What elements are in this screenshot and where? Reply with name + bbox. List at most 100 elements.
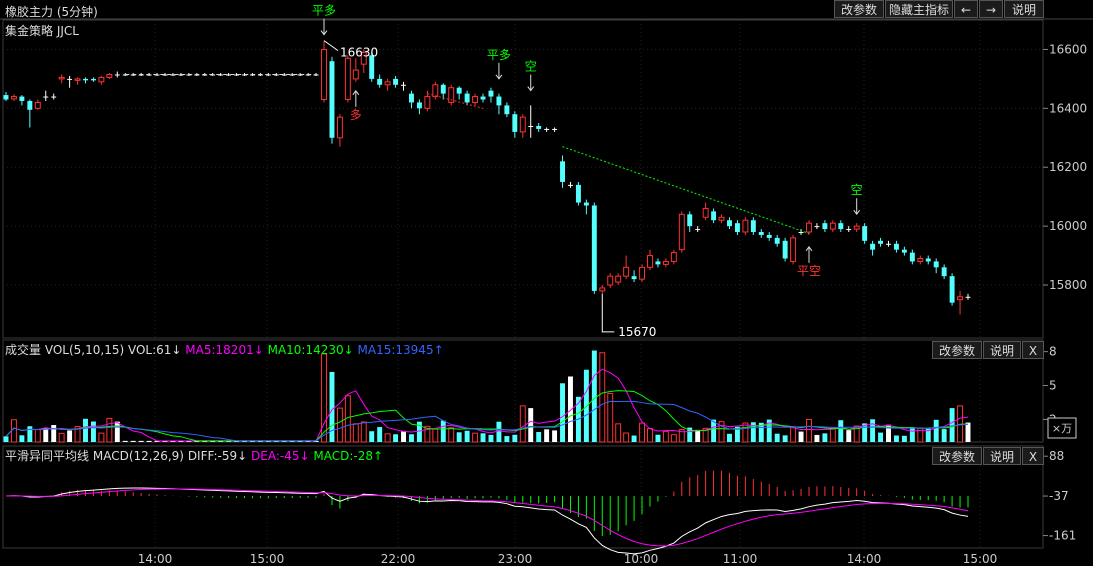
candle bbox=[615, 273, 622, 285]
volume-bar bbox=[695, 429, 701, 442]
candle-body bbox=[401, 84, 406, 86]
volume-bar bbox=[249, 440, 255, 442]
volume-bar bbox=[329, 371, 335, 442]
volume-bar bbox=[98, 432, 105, 443]
candle-body bbox=[798, 232, 804, 233]
volume-bar bbox=[941, 429, 947, 442]
volume-bar bbox=[360, 421, 367, 443]
volume-bar bbox=[114, 421, 120, 442]
candle bbox=[758, 229, 764, 238]
candle bbox=[957, 290, 964, 315]
candle bbox=[750, 217, 756, 235]
volume-bar bbox=[218, 440, 224, 442]
volume-bar bbox=[591, 350, 597, 442]
candle-body bbox=[58, 76, 65, 80]
candle bbox=[687, 211, 693, 232]
candle bbox=[19, 95, 25, 106]
volume-bar bbox=[853, 425, 860, 443]
high-label: 16630 bbox=[340, 46, 378, 60]
panel-frame-2 bbox=[2, 445, 1044, 549]
volume-bar bbox=[90, 421, 96, 442]
candle-body bbox=[226, 74, 232, 76]
volume-bar bbox=[711, 419, 717, 442]
volume-bar bbox=[336, 407, 343, 443]
volume-edit-params-button[interactable]: 改参数 bbox=[932, 341, 982, 359]
volume-bar bbox=[822, 433, 828, 442]
signal-label: 平空 bbox=[797, 264, 821, 278]
candle-body bbox=[384, 81, 391, 86]
candle bbox=[544, 127, 550, 132]
candle bbox=[878, 237, 884, 247]
volume-bar bbox=[536, 431, 542, 442]
volume-bar bbox=[742, 422, 749, 443]
candle-body bbox=[917, 258, 924, 262]
volume-unit-box bbox=[1047, 417, 1077, 439]
candle bbox=[106, 73, 113, 79]
x-tick-label: 11:00 bbox=[723, 552, 758, 566]
candle bbox=[583, 199, 589, 215]
candle-body bbox=[599, 287, 606, 292]
candle bbox=[416, 99, 422, 115]
macd-close-icon[interactable]: X bbox=[1022, 447, 1044, 465]
candle bbox=[560, 155, 565, 188]
candle-body bbox=[464, 93, 470, 103]
right-arrow-icon[interactable]: → bbox=[979, 0, 1003, 18]
volume-bar bbox=[19, 435, 25, 442]
volume-bar bbox=[599, 352, 606, 443]
volume-bar bbox=[3, 436, 9, 442]
high-pointer bbox=[323, 40, 339, 52]
candle bbox=[941, 264, 947, 280]
candle bbox=[297, 73, 303, 76]
volume-bar bbox=[838, 420, 844, 442]
candle-body bbox=[870, 243, 876, 250]
y-tick-label: 16600 bbox=[1049, 42, 1087, 56]
volume-bar bbox=[122, 440, 128, 442]
candle-body bbox=[480, 96, 486, 100]
volume-bar bbox=[870, 419, 876, 442]
candle-body bbox=[639, 266, 645, 280]
volume-bar bbox=[401, 430, 406, 442]
left-arrow-icon[interactable]: ← bbox=[954, 0, 978, 18]
candle-body bbox=[678, 213, 685, 251]
volume-bar bbox=[448, 427, 455, 443]
candle-body bbox=[893, 243, 899, 250]
candle-body bbox=[568, 184, 573, 186]
candle bbox=[51, 93, 57, 100]
candle-body bbox=[774, 237, 780, 244]
volume-bar bbox=[933, 419, 939, 442]
candle-body bbox=[829, 222, 836, 230]
volume-close-icon[interactable]: X bbox=[1022, 341, 1044, 359]
volume-help-button[interactable]: 说明 bbox=[983, 341, 1021, 359]
candle-body bbox=[218, 74, 224, 76]
candle bbox=[321, 40, 327, 103]
candle-body bbox=[552, 128, 558, 130]
candle bbox=[647, 249, 653, 271]
edit-params-button[interactable]: 改参数 bbox=[834, 0, 884, 18]
candle bbox=[448, 84, 455, 106]
volume-bar bbox=[313, 440, 319, 442]
candle bbox=[456, 86, 462, 100]
volume-bar bbox=[846, 430, 852, 442]
macd-help-button[interactable]: 说明 bbox=[983, 447, 1021, 465]
volume-bar bbox=[678, 429, 685, 443]
candle bbox=[352, 58, 359, 82]
candle-body bbox=[472, 96, 479, 103]
volume-bar bbox=[519, 405, 526, 443]
candle bbox=[599, 285, 606, 294]
volume-ma15-line bbox=[5, 400, 969, 442]
macd-edit-params-button[interactable]: 改参数 bbox=[932, 447, 982, 465]
candle bbox=[336, 114, 343, 147]
volume-bar bbox=[774, 433, 780, 442]
candle-body bbox=[583, 202, 589, 206]
candle bbox=[10, 94, 17, 101]
candle bbox=[774, 234, 780, 247]
hide-main-indicator-button[interactable]: 隐藏主指标 bbox=[885, 0, 953, 18]
volume-bar bbox=[409, 434, 414, 442]
low-pointer bbox=[601, 293, 615, 333]
volume-ma10-line bbox=[5, 390, 969, 442]
candle bbox=[949, 273, 955, 306]
candle-body bbox=[814, 226, 820, 228]
volume-bar bbox=[655, 434, 661, 442]
volume-bar bbox=[27, 426, 33, 442]
help-button[interactable]: 说明 bbox=[1004, 0, 1044, 18]
